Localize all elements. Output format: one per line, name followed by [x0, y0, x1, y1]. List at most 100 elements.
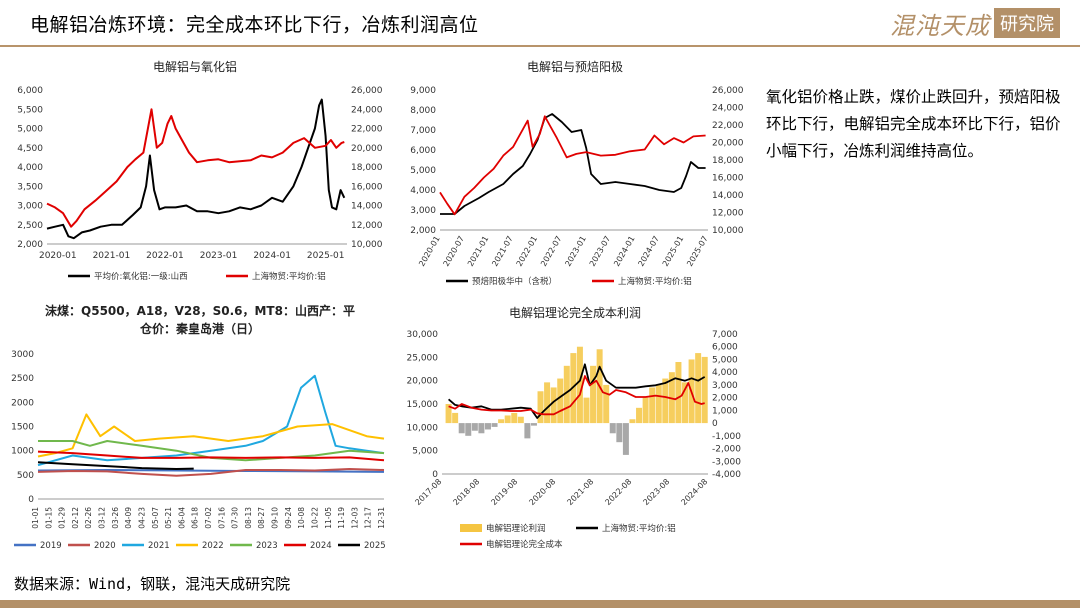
x-tick-label: 2024-01: [253, 251, 291, 261]
y-left-tick-label: 9,000: [410, 86, 436, 96]
chart-title: 电解铝与氧化铝: [152, 60, 237, 74]
chart-aluminum-vs-alumina: 电解铝与氧化铝 2,000 2,500 3,000 3,500 4,000 4,500 5,…: [0, 52, 390, 292]
y-right-tick-label: -4,000: [712, 470, 741, 480]
y-right-tick-label: 26,000: [351, 86, 383, 96]
y-left-tick-label: 5,500: [17, 105, 43, 115]
y-left-tick-label: 2500: [11, 374, 34, 384]
profit-bar: [557, 378, 564, 424]
profit-bar: [662, 378, 669, 424]
profit-bar: [583, 397, 590, 424]
x-tick-label: 01-01: [31, 507, 40, 529]
series-line-上海物贸:平均价:铝: [46, 108, 345, 228]
chart-coal-price: 沫煤：Q5500，A18，V28，S0.6，MT8：山西产：平仓价：秦皇岛港（日…: [0, 296, 390, 558]
y-left-tick-label: 10,000: [407, 423, 439, 433]
x-tick-label: 2023-07: [588, 235, 613, 268]
x-tick-label: 05-07: [151, 507, 160, 529]
page-title: 电解铝冶炼环境：完全成本环比下行，冶炼利润高位: [30, 14, 479, 36]
profit-bar: [445, 404, 452, 424]
y-left-tick-label: 2,000: [410, 226, 436, 236]
series-line-2024: [37, 450, 385, 462]
x-tick-label: 03-26: [111, 507, 120, 529]
profit-bar: [701, 356, 708, 424]
y-right-tick-label: 0: [712, 419, 718, 429]
y-left-tick-label: 4,500: [17, 144, 43, 154]
x-tick-label: 01-15: [44, 507, 53, 529]
profit-bar: [590, 365, 597, 424]
logo-box: 研究院: [994, 8, 1060, 38]
y-right-tick-label: -3,000: [712, 457, 741, 467]
profit-bar: [616, 423, 623, 443]
chart-plot: 0 5,000 10,000 15,000 20,000 25,000 30,000 -4,0…: [407, 330, 742, 550]
series-line-电解铝理论完全成本: [448, 375, 705, 416]
x-tick-label: 11-05: [324, 507, 333, 529]
profit-bar: [458, 423, 465, 434]
legend-label: 上海物贸:平均价:铝: [252, 271, 326, 282]
x-tick-label: 2021-01: [466, 235, 491, 268]
y-right-tick-label: 24,000: [712, 104, 744, 114]
profit-bar: [576, 346, 583, 424]
chart-aluminum-vs-anode: 电解铝与预焙阳极 2,000 3,000 4,000 5,000 6,000 7,000 8…: [390, 52, 760, 292]
y-left-tick-label: 3,000: [410, 206, 436, 216]
x-tick-label: 2023-01: [563, 235, 588, 268]
y-left-tick-label: 5,000: [412, 447, 438, 457]
x-tick-label: 2022-01: [515, 235, 540, 268]
x-tick-label: 06-04: [177, 507, 186, 529]
legend-swatch: [460, 524, 482, 532]
series-line-2025: [37, 461, 194, 470]
x-tick-label: 2025-01: [661, 235, 686, 268]
y-left-tick-label: 6,000: [410, 146, 436, 156]
y-left-tick-label: 3000: [11, 350, 34, 360]
y-right-tick-label: 22,000: [712, 121, 744, 131]
profit-bar: [629, 419, 636, 424]
x-tick-label: 2025-07: [685, 235, 710, 268]
profit-bar: [491, 423, 498, 427]
logo: 混沌天成 研究院: [890, 6, 1060, 40]
x-tick-label: 03-12: [98, 507, 107, 529]
legend-label: 上海物贸:平均价:铝: [602, 523, 676, 534]
legend-label: 电解铝理论完全成本: [486, 539, 563, 550]
legend-label: 2019: [40, 541, 62, 551]
logo-script: 混沌天成: [890, 11, 990, 40]
y-right-tick-label: 26,000: [712, 86, 744, 96]
x-tick-label: 07-02: [204, 507, 213, 529]
x-tick-label: 11-19: [337, 507, 346, 529]
y-right-tick-label: 12,000: [712, 209, 744, 219]
profit-bar: [498, 419, 505, 424]
y-right-tick-label: 5,000: [712, 355, 738, 365]
x-tick-label: 06-18: [191, 507, 200, 529]
x-tick-label: 2022-07: [539, 235, 564, 268]
x-tick-label: 2023-08: [641, 477, 671, 507]
footer-bar: [0, 600, 1080, 608]
x-tick-label: 2021-07: [490, 235, 515, 268]
y-right-tick-label: 18,000: [712, 156, 744, 166]
y-left-tick-label: 2,500: [17, 221, 43, 231]
chart-title: 电解铝理论完全成本利润: [508, 306, 641, 320]
y-right-tick-label: 1,000: [712, 406, 738, 416]
profit-bar: [465, 423, 472, 436]
x-tick-label: 09-24: [284, 507, 293, 529]
profit-bar: [504, 415, 511, 424]
x-tick-label: 08-13: [244, 507, 253, 529]
profit-bar: [478, 423, 485, 434]
y-right-tick-label: 10,000: [712, 226, 744, 236]
profit-bar: [622, 423, 629, 455]
x-tick-label: 07-30: [231, 507, 240, 529]
x-tick-label: 10-08: [297, 507, 306, 529]
y-right-tick-label: 18,000: [351, 163, 383, 173]
profit-bar: [675, 362, 682, 424]
y-right-tick-label: 6,000: [712, 343, 738, 353]
series-bars: [445, 346, 708, 455]
y-left-tick-label: 0: [28, 495, 34, 505]
y-right-tick-label: 7,000: [712, 330, 738, 340]
y-right-tick-label: 16,000: [712, 174, 744, 184]
x-tick-label: 08-27: [257, 507, 266, 529]
y-left-tick-label: 8,000: [410, 106, 436, 116]
y-left-tick-label: 1000: [11, 447, 34, 457]
chart-plot: 2,000 3,000 4,000 5,000 6,000 7,000 8,000 9,000…: [410, 86, 744, 287]
legend-label: 平均价:氧化铝:一级:山西: [94, 271, 188, 282]
legend-label: 电解铝理论利润: [486, 523, 546, 534]
x-tick-label: 12-03: [350, 507, 359, 529]
y-left-tick-label: 4,000: [410, 186, 436, 196]
y-left-tick-label: 4,000: [17, 163, 43, 173]
y-right-tick-label: 2,000: [712, 394, 738, 404]
